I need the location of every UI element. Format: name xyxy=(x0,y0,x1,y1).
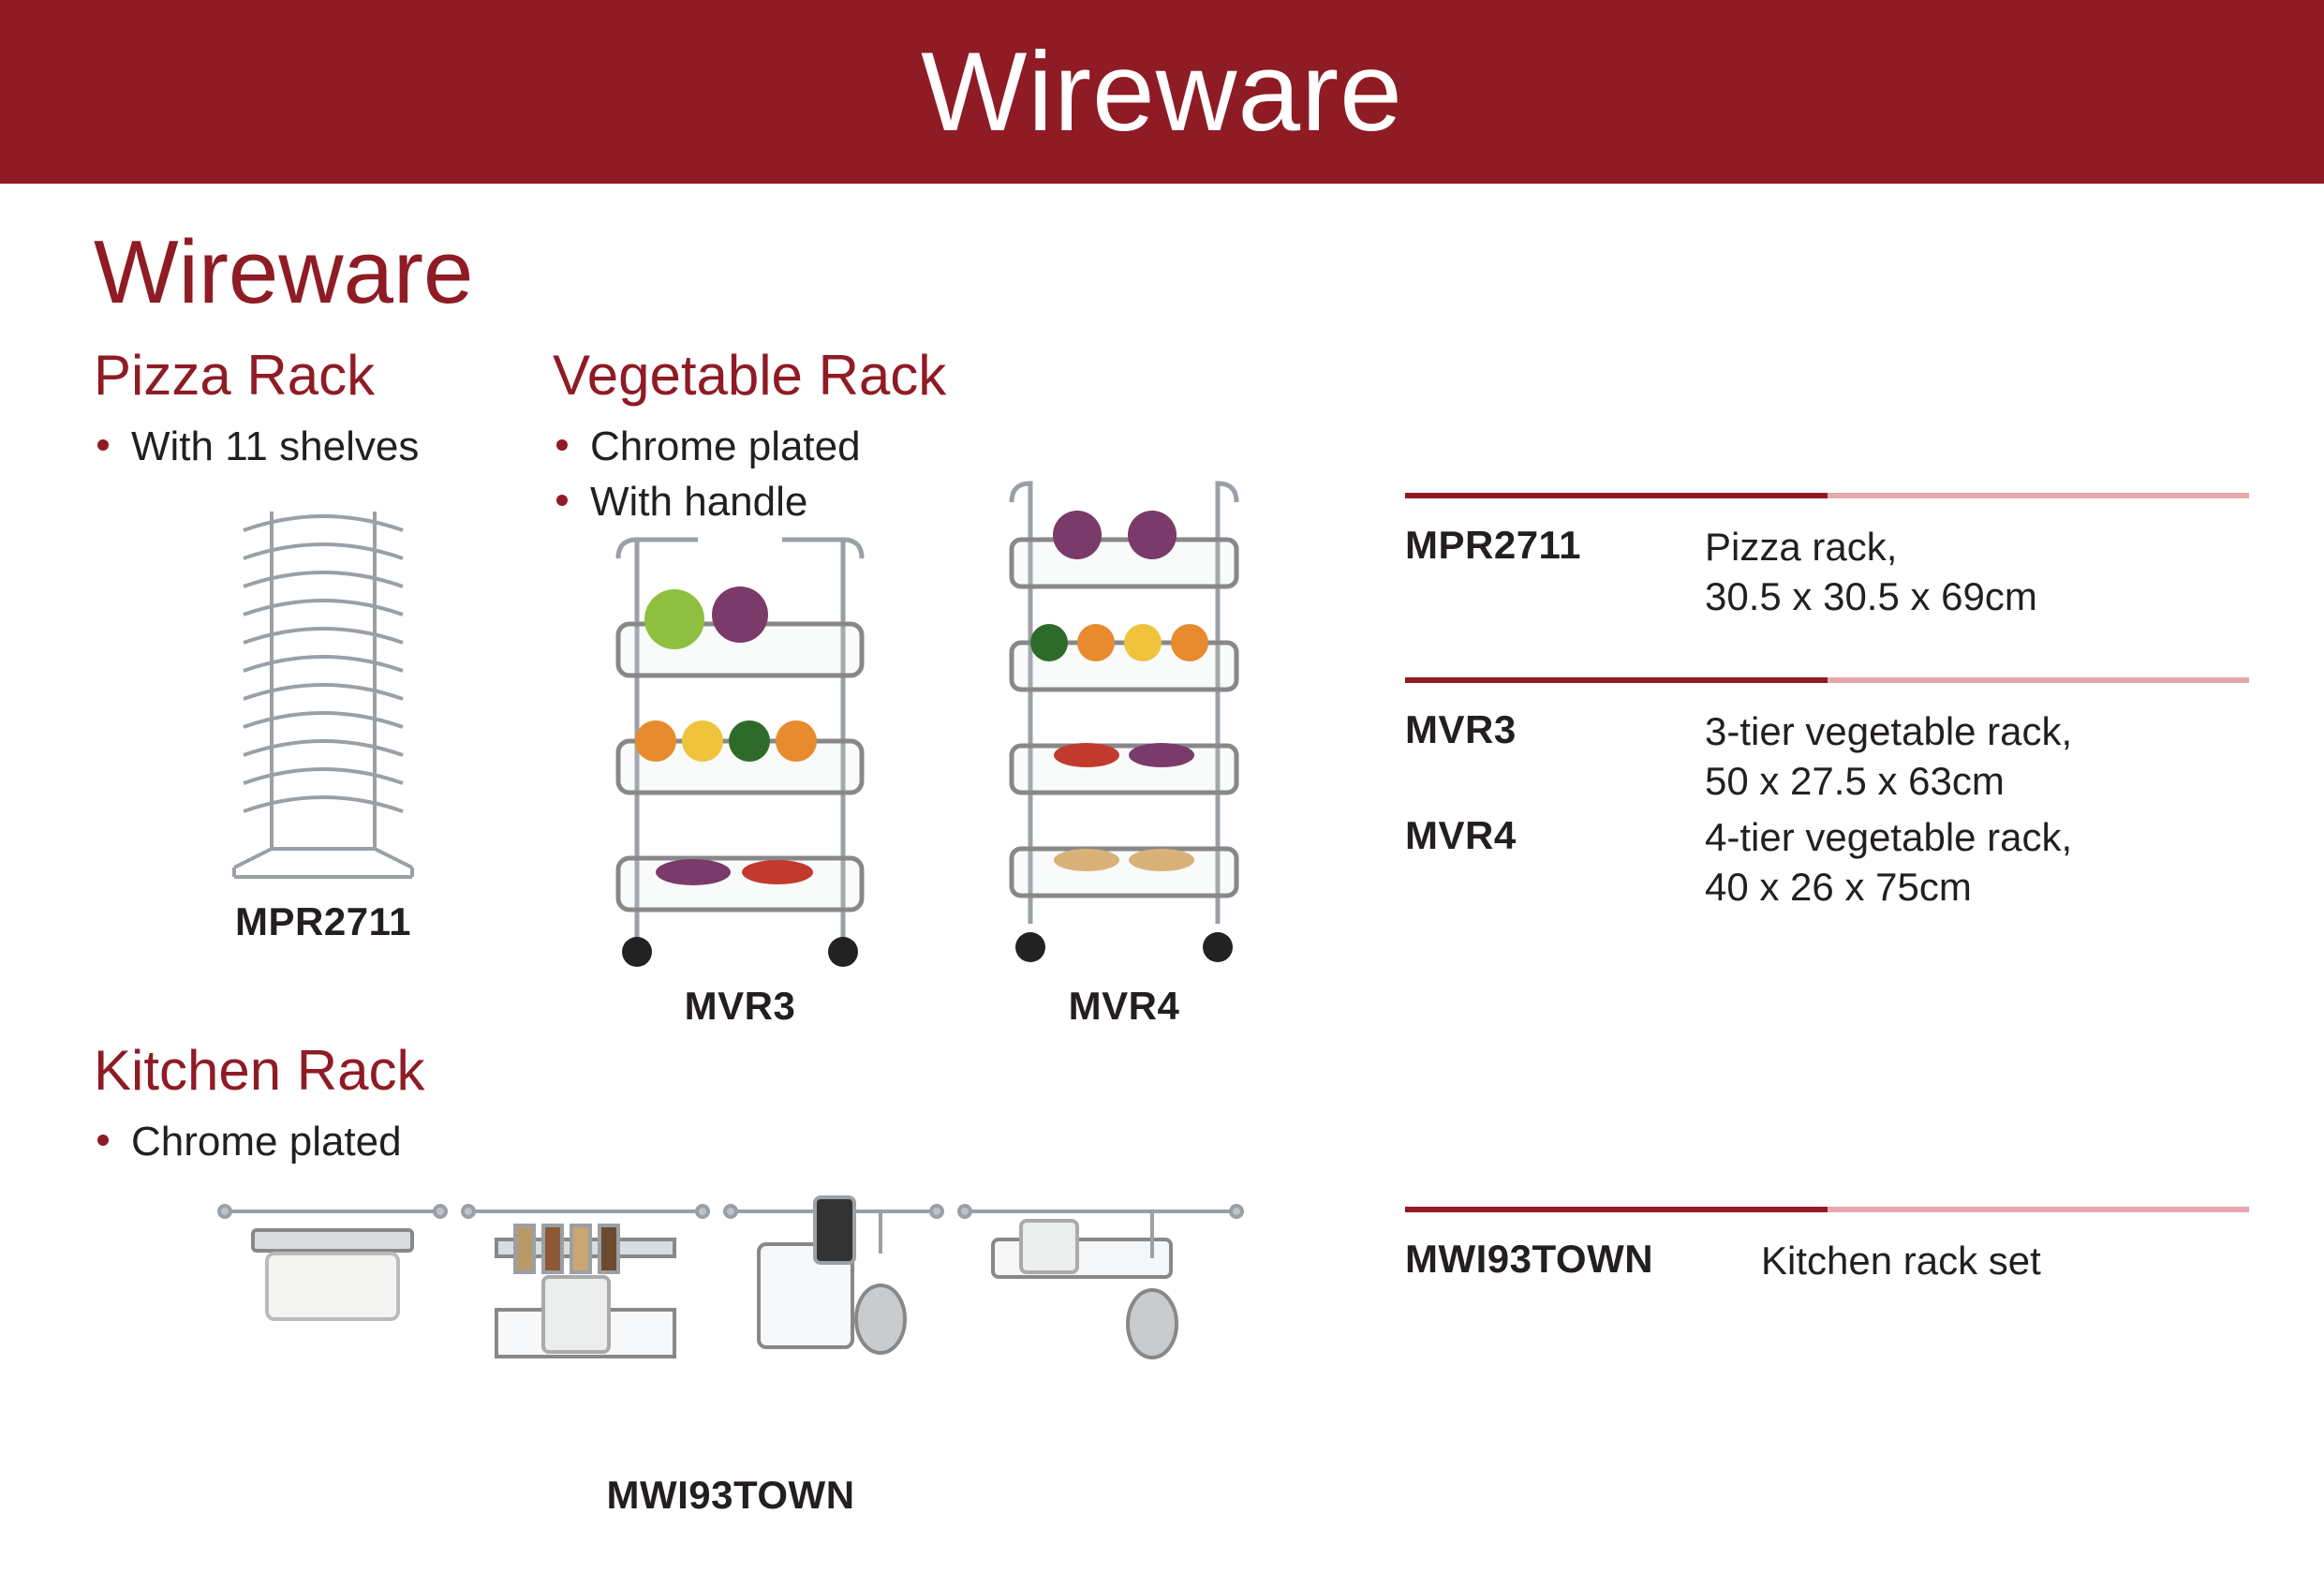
pizza-image-label: MPR2711 xyxy=(235,899,411,944)
kitchen-rack-column: Kitchen Rack Chrome plated xyxy=(94,1038,1368,1518)
pizza-rack-card: MPR2711 xyxy=(197,493,450,944)
spec-rule-2 xyxy=(1405,1207,2249,1212)
section-title: Wireware xyxy=(94,221,2249,324)
row-1: Pizza Rack With 11 shelves xyxy=(94,343,2249,1029)
spec-row-1-1: MVR4 4-tier vegetable rack,40 x 26 x 75c… xyxy=(1405,813,2249,912)
mvr3-card: MVR3 xyxy=(553,521,927,1029)
spec-block-0: MPR2711 Pizza rack,30.5 x 30.5 x 69cm xyxy=(1405,493,2249,621)
pizza-rack-icon xyxy=(197,493,450,886)
spec-desc-1-0: 3-tier vegetable rack,50 x 27.5 x 63cm xyxy=(1705,707,2249,806)
kitchen-bullet-0: Chrome plated xyxy=(131,1114,1368,1169)
veg-rack-bullets: Chrome plated With handle xyxy=(553,419,1368,530)
mvr4-icon xyxy=(955,474,1293,971)
kitchen-image-label: MWI93TOWN xyxy=(606,1473,854,1518)
mvr4-card: MVR4 xyxy=(955,474,1293,1029)
banner-title: Wireware xyxy=(921,27,1403,156)
pizza-bullet-0: With 11 shelves xyxy=(131,419,553,474)
mvr3-icon xyxy=(553,521,927,971)
spec-row-0-0: MPR2711 Pizza rack,30.5 x 30.5 x 69cm xyxy=(1405,523,2249,621)
spec-column-bottom: MWI93TOWN Kitchen rack set xyxy=(1386,1038,2249,1518)
veg-rack-column: Vegetable Rack Chrome plated With handle xyxy=(553,343,1368,1029)
spec-code-2-0: MWI93TOWN xyxy=(1405,1237,1761,1286)
mvr4-image-label: MVR4 xyxy=(1069,984,1180,1029)
kitchen-rack-icon xyxy=(215,1188,1246,1460)
spec-block-1: MVR3 3-tier vegetable rack,50 x 27.5 x 6… xyxy=(1405,677,2249,912)
page-content: Wireware Pizza Rack With 11 shelves xyxy=(0,184,2324,1518)
kitchen-rack-card: MWI93TOWN xyxy=(215,1188,1246,1518)
spec-desc-2-0: Kitchen rack set xyxy=(1761,1237,2249,1286)
spec-block-2: MWI93TOWN Kitchen rack set xyxy=(1405,1207,2249,1286)
kitchen-rack-title: Kitchen Rack xyxy=(94,1038,1368,1103)
spec-row-2-0: MWI93TOWN Kitchen rack set xyxy=(1405,1237,2249,1286)
spec-code-0-0: MPR2711 xyxy=(1405,523,1705,621)
spec-code-1-1: MVR4 xyxy=(1405,813,1705,912)
spec-code-1-0: MVR3 xyxy=(1405,707,1705,806)
spec-desc-1-1: 4-tier vegetable rack,40 x 26 x 75cm xyxy=(1705,813,2249,912)
spec-column-top: MPR2711 Pizza rack,30.5 x 30.5 x 69cm MV… xyxy=(1386,343,2249,1029)
spec-row-1-0: MVR3 3-tier vegetable rack,50 x 27.5 x 6… xyxy=(1405,707,2249,806)
spec-rule-1 xyxy=(1405,677,2249,683)
pizza-rack-column: Pizza Rack With 11 shelves xyxy=(94,343,553,1029)
pizza-rack-title: Pizza Rack xyxy=(94,343,553,408)
veg-bullet-1: With handle xyxy=(590,474,1368,529)
kitchen-rack-bullets: Chrome plated xyxy=(94,1114,1368,1169)
spec-desc-0-0: Pizza rack,30.5 x 30.5 x 69cm xyxy=(1705,523,2249,621)
row-2: Kitchen Rack Chrome plated xyxy=(94,1038,2249,1518)
veg-bullet-0: Chrome plated xyxy=(590,419,1368,474)
header-banner: Wireware xyxy=(0,0,2324,184)
veg-rack-title: Vegetable Rack xyxy=(553,343,1368,408)
pizza-rack-bullets: With 11 shelves xyxy=(94,419,553,474)
mvr3-image-label: MVR3 xyxy=(685,984,796,1029)
spec-rule-0 xyxy=(1405,493,2249,498)
